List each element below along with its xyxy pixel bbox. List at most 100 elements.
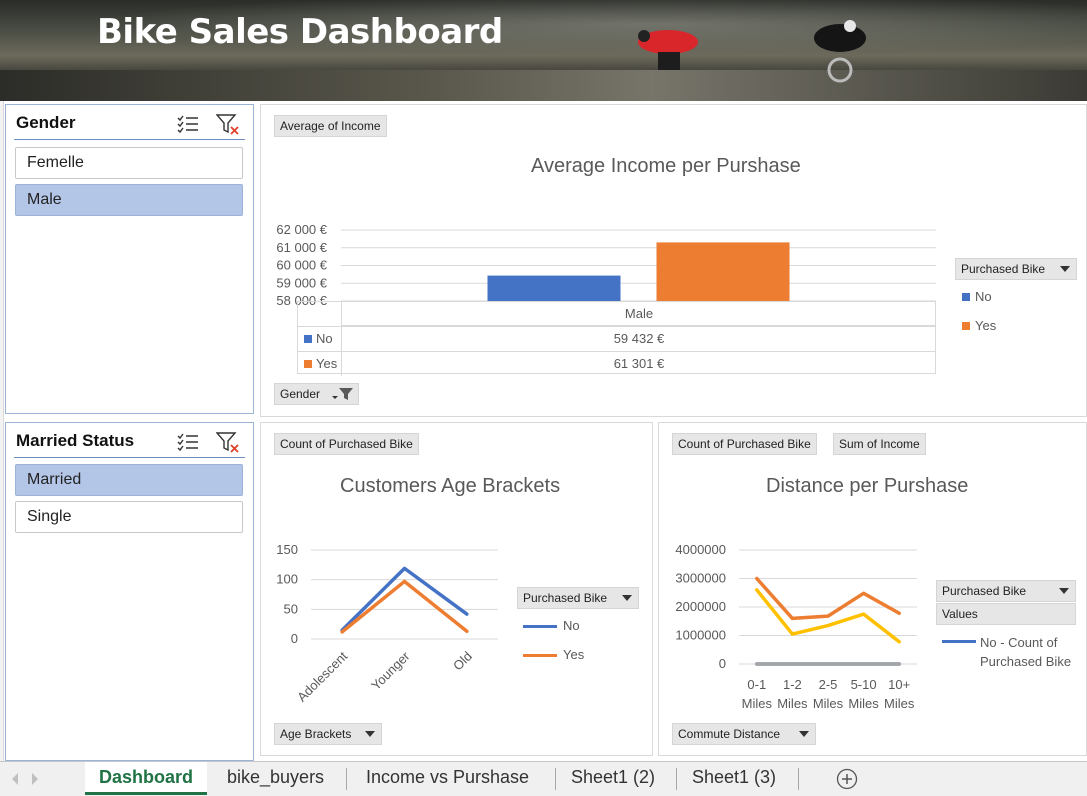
slicer-item-single[interactable]: Single <box>15 501 243 533</box>
legend-label-no: No <box>563 618 580 633</box>
count-purchased-field-button[interactable]: Count of Purchased Bike <box>274 433 419 455</box>
tab-dashboard[interactable]: Dashboard <box>85 762 208 795</box>
legend-label-no-count: No - Count of Purchased Bike <box>980 635 1072 669</box>
multi-select-icon[interactable] <box>176 431 200 453</box>
table-row-yes: Yes 61 301 € <box>298 351 936 376</box>
slicer-item-male[interactable]: Male <box>15 184 243 216</box>
clear-filter-icon[interactable] <box>216 113 240 135</box>
income-chart-title: Average Income per Purshase <box>531 155 801 177</box>
y-tick-label: 61 000 € <box>276 240 327 255</box>
tab-sheet1-2[interactable]: Sheet1 (2) <box>571 767 656 787</box>
y-tick-label: 2000000 <box>675 599 726 614</box>
y-tick-label: 59 000 € <box>276 275 327 290</box>
dropdown-arrow-icon <box>1059 588 1069 594</box>
sum-income-field-button[interactable]: Sum of Income <box>833 433 926 455</box>
y-tick-label: 4000000 <box>675 542 726 557</box>
legend-line-no <box>942 640 976 643</box>
y-tick-label: 50 <box>284 601 298 616</box>
age-legend-button[interactable]: Purchased Bike <box>517 587 639 609</box>
multi-select-icon[interactable] <box>176 113 200 135</box>
y-tick-label: 150 <box>276 542 298 557</box>
legend-swatch-no <box>304 335 312 343</box>
sheet-grid-edge <box>0 101 4 761</box>
filter-icon <box>332 388 353 400</box>
scroll-right-icon[interactable] <box>30 773 40 785</box>
bar-no <box>487 275 621 301</box>
gender-axis-button[interactable]: Gender <box>274 383 359 405</box>
dropdown-arrow-icon <box>365 731 375 737</box>
table-value-yes: 61 301 € <box>341 352 936 376</box>
distance-legend-button[interactable]: Purchased Bike <box>936 580 1076 602</box>
commute-distance-axis-button[interactable]: Commute Distance <box>672 723 816 745</box>
dropdown-arrow-icon <box>622 595 632 601</box>
y-tick-label: 60 000 € <box>276 258 327 273</box>
legend-label-yes: Yes <box>975 318 997 333</box>
distance-chart-panel[interactable]: Count of Purchased Bike Sum of Income Di… <box>658 422 1087 756</box>
dropdown-arrow-icon <box>1060 266 1070 272</box>
legend-line-yes <box>523 654 557 658</box>
count-purchased-field-button[interactable]: Count of Purchased Bike <box>672 433 817 455</box>
age-chart-title: Customers Age Brackets <box>340 475 561 497</box>
series-line-2 <box>755 588 901 644</box>
purchased-bike-legend-button[interactable]: Purchased Bike <box>955 258 1077 280</box>
legend-swatch-yes <box>304 360 312 368</box>
legend-title: Purchased Bike <box>961 262 1046 276</box>
y-tick-label: 0 <box>719 656 726 671</box>
married-status-slicer[interactable]: Married Status Married Single <box>5 422 254 761</box>
tab-separator <box>676 768 677 790</box>
married-slicer-title: Married Status <box>16 431 135 450</box>
series-line-1 <box>755 576 901 621</box>
clear-filter-icon[interactable] <box>216 431 240 453</box>
age-axis-label: Age Brackets <box>280 727 352 741</box>
legend-label-yes: Yes <box>563 647 585 662</box>
y-tick-label: 100 <box>276 572 298 587</box>
x-tick-label: 5-10 Miles <box>848 677 879 711</box>
x-tick-label: 1-2 Miles <box>777 677 808 711</box>
tab-separator <box>555 768 556 790</box>
age-chart-panel[interactable]: Count of Purchased Bike Customers Age Br… <box>260 422 653 756</box>
tab-sheet1-3[interactable]: Sheet1 (3) <box>692 767 777 787</box>
tab-bike-buyers[interactable]: bike_buyers <box>227 767 325 787</box>
x-tick-label: Younger <box>368 648 413 693</box>
dropdown-arrow-icon <box>799 731 809 737</box>
legend-swatch-no <box>962 293 970 301</box>
table-row-no: No 59 432 € <box>298 326 936 352</box>
slicer-item-femelle[interactable]: Femelle <box>15 147 243 179</box>
legend-label-no: No <box>975 289 992 304</box>
y-tick-label: 62 000 € <box>276 222 327 237</box>
tab-income-vs-purshase[interactable]: Income vs Purshase <box>366 767 530 787</box>
age-legend-item-yes: Yes <box>523 647 584 662</box>
age-chart-plot: 150 100 50 0 Adolescent Younger Old <box>276 542 498 705</box>
distance-legend-item: No - Count of Purchased Bike <box>942 633 1082 671</box>
banner-sky <box>0 0 1087 60</box>
income-chart-panel[interactable]: Average of Income Average Income per Pur… <box>260 104 1087 417</box>
add-sheet-icon[interactable] <box>836 768 858 790</box>
table-header-male: Male <box>341 302 936 326</box>
banner-road <box>0 70 1087 101</box>
income-chart-plot: 62 000 € 61 000 € 60 000 € 59 000 € 58 000 € <box>276 222 936 308</box>
series-line-1 <box>340 579 469 634</box>
slicer-divider <box>14 139 245 140</box>
average-income-field-button[interactable]: Average of Income <box>274 115 387 137</box>
tab-separator <box>798 768 799 790</box>
legend-item-yes: Yes <box>962 318 996 333</box>
scroll-left-icon[interactable] <box>10 773 20 785</box>
y-tick-label: 0 <box>291 631 298 646</box>
distance-axis-label: Commute Distance <box>678 727 781 741</box>
dashboard-banner: Bike Sales Dashboard <box>0 0 1087 101</box>
distance-chart-title: Distance per Purshase <box>766 475 969 497</box>
values-legend-button[interactable]: Values <box>936 603 1076 625</box>
table-series-yes: Yes <box>316 356 338 371</box>
gender-slicer[interactable]: Gender Femelle Male <box>5 104 254 414</box>
slicer-item-married[interactable]: Married <box>15 464 243 496</box>
legend-title: Purchased Bike <box>523 591 608 605</box>
age-brackets-axis-button[interactable]: Age Brackets <box>274 723 382 745</box>
cyclist-image <box>814 20 866 83</box>
cyclist-image <box>638 30 698 70</box>
slicer-divider <box>14 457 245 458</box>
gender-slicer-title: Gender <box>16 113 76 132</box>
y-tick-label: 1000000 <box>675 628 726 643</box>
series-line-0 <box>340 566 469 632</box>
x-tick-label: 0-1 Miles <box>742 677 773 711</box>
tab-separator <box>346 768 347 790</box>
